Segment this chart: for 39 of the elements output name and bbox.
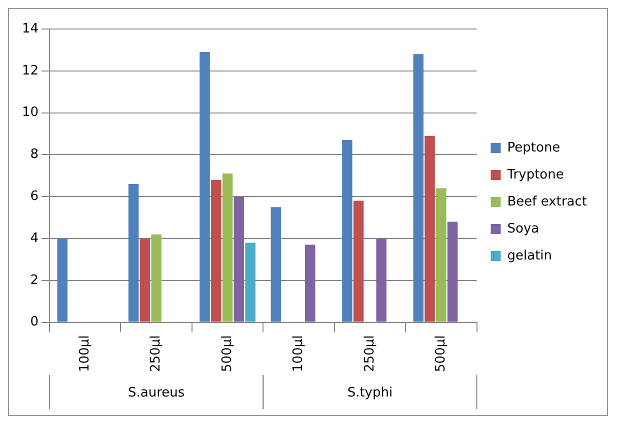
bar [413, 54, 424, 322]
bar [305, 244, 316, 322]
y-tick-label: 8 [30, 147, 39, 162]
bar [424, 136, 435, 322]
y-tick-label: 0 [30, 314, 39, 330]
x-tick-label: 500µl [434, 335, 449, 372]
bar [436, 188, 446, 322]
bar [222, 174, 233, 322]
x-tick-label: 100µl [78, 335, 93, 372]
x-tick-label: 500µl [220, 335, 235, 372]
legend-label: Tryptone [506, 167, 564, 182]
legend-label: Beef extract [507, 194, 588, 210]
bar [353, 200, 364, 322]
bar [140, 238, 150, 322]
text: S.typhi [347, 385, 393, 400]
bar [234, 196, 244, 322]
y-tick-label: 6 [30, 188, 39, 204]
bar [270, 207, 282, 322]
y-tick-label: 10 [22, 105, 39, 120]
text: S.aureus [128, 385, 185, 400]
bar [151, 234, 162, 322]
bar [200, 52, 210, 322]
bar [128, 184, 139, 322]
bar [342, 140, 352, 322]
legend-label: Soya [507, 221, 540, 236]
y-tick-label: 14 [22, 21, 39, 36]
bar [376, 238, 386, 322]
x-tick-label: 100µl [291, 335, 306, 372]
bar [57, 238, 68, 322]
bar [245, 242, 256, 322]
legend-label: Peptone [507, 140, 560, 156]
x-tick-label: 250µl [148, 335, 164, 372]
x-tick-label: 250µl [362, 335, 378, 372]
bar [211, 180, 222, 322]
y-tick-label: 4 [30, 230, 39, 246]
y-tick-label: 2 [30, 272, 39, 288]
bar [447, 222, 458, 322]
legend-label: gelatin [507, 248, 552, 264]
y-tick-label: 12 [22, 63, 39, 78]
